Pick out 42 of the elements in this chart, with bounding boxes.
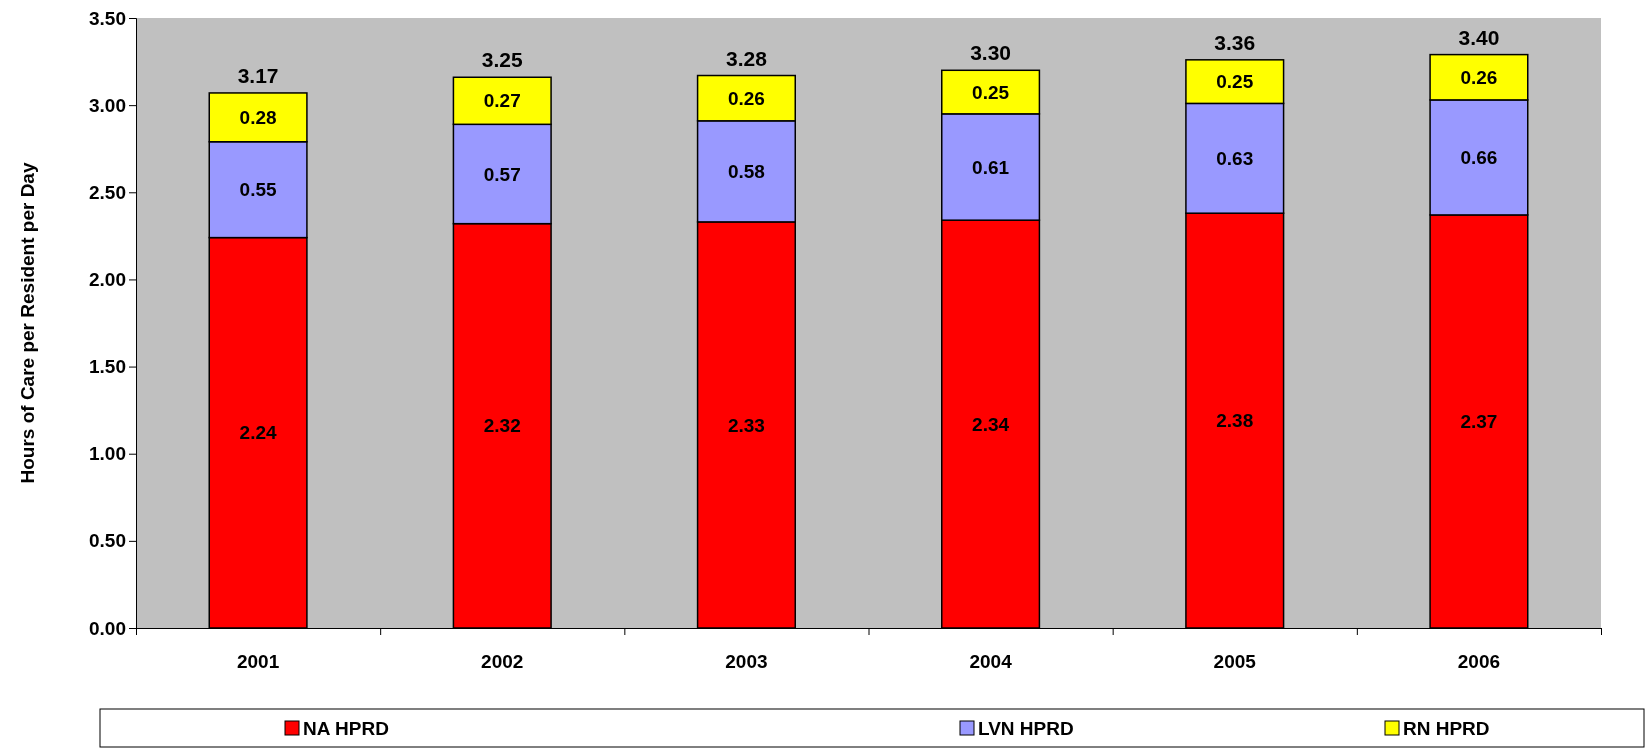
- legend-label: RN HPRD: [1403, 718, 1490, 739]
- data-label: 0.25: [1216, 71, 1254, 93]
- annotation: 3.28: [725, 46, 768, 70]
- x-tick-label: 2004: [969, 651, 1013, 672]
- data-label: 2.34: [972, 413, 1010, 435]
- x-tick-label: 2003: [725, 651, 768, 672]
- legend-label: LVN HPRD: [978, 718, 1074, 739]
- annotation: 3.25: [481, 48, 524, 72]
- x-tick-label: 2005: [1213, 651, 1257, 672]
- x-tick-label: 2002: [481, 651, 524, 672]
- annotation: 3.36: [1214, 30, 1256, 54]
- data-label: 0.27: [483, 90, 521, 112]
- y-tick-label: 1.00: [89, 443, 126, 465]
- x-tick-label: 2001: [236, 651, 280, 672]
- y-tick-label: 2.50: [89, 181, 126, 203]
- data-label: 0.63: [1216, 147, 1254, 169]
- annotation: 3.17: [237, 63, 279, 87]
- data-label: 0.58: [727, 161, 765, 183]
- data-label: 2.37: [1460, 411, 1498, 433]
- data-label: 0.66: [1460, 147, 1498, 169]
- data-label: 0.26: [1460, 66, 1498, 88]
- y-axis-title: Hours of Care per Resident per Day: [17, 162, 38, 484]
- x-tick-label: 2006: [1457, 651, 1501, 672]
- data-label: 2.33: [727, 414, 765, 436]
- y-tick-label: 0.00: [89, 617, 126, 639]
- data-label: 0.55: [239, 179, 277, 201]
- data-label: 0.57: [483, 163, 521, 185]
- y-tick-label: 1.50: [89, 356, 126, 378]
- annotation: 3.40: [1458, 25, 1500, 49]
- data-label: 2.32: [483, 415, 521, 437]
- y-tick-label: 2.00: [89, 269, 126, 291]
- y-tick-label: 0.50: [89, 530, 126, 552]
- data-label: 0.26: [727, 87, 765, 109]
- data-label: 0.28: [239, 106, 277, 128]
- y-tick-label: 3.00: [89, 94, 126, 116]
- data-label: 0.25: [972, 81, 1010, 103]
- data-label: 0.61: [972, 156, 1010, 178]
- legend-label: NA HPRD: [303, 718, 389, 739]
- annotation: 3.30: [970, 41, 1012, 65]
- y-tick-label: 3.50: [89, 7, 126, 29]
- data-label: 2.24: [239, 422, 277, 444]
- data-label: 2.38: [1216, 410, 1254, 432]
